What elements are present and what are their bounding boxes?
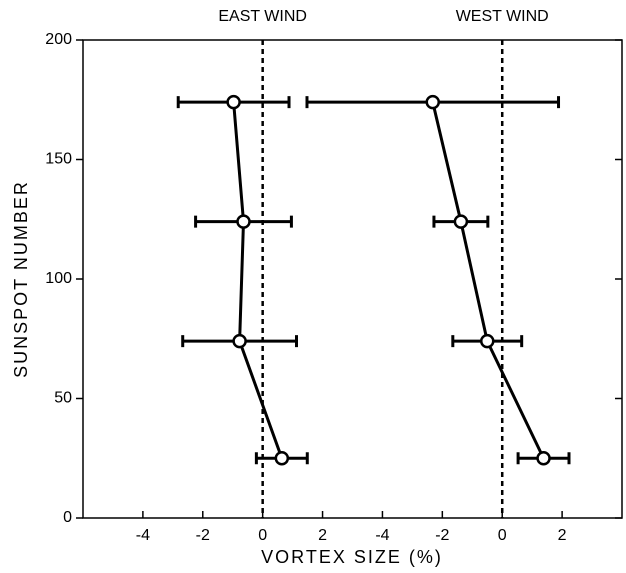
data-point [226, 94, 241, 110]
plot-frame [82, 39, 623, 519]
x-tick-label: 0 [258, 527, 267, 544]
y-tick-label: 100 [45, 270, 72, 287]
x-axis-label: VORTEX SIZE (%) [261, 547, 443, 567]
data-point [425, 94, 441, 110]
data-line [431, 101, 545, 459]
y-tick-label: 150 [45, 151, 72, 168]
x-tick-label: 0 [498, 527, 507, 544]
x-tick-label: 2 [558, 527, 567, 544]
data-point [232, 333, 247, 349]
data-point [236, 214, 251, 229]
data-point [480, 333, 495, 349]
data-point [453, 214, 469, 229]
x-tick-label: 2 [318, 527, 327, 544]
y-tick-label: 200 [45, 31, 72, 48]
y-tick-label: 50 [54, 390, 72, 407]
panel-title: EAST WIND [218, 8, 307, 25]
x-tick-label: -4 [375, 527, 389, 544]
data-point [536, 451, 551, 466]
y-tick-label: 0 [63, 509, 72, 526]
x-tick-label: -2 [196, 527, 210, 544]
y-axis-label: SUNSPOT NUMBER [11, 180, 31, 378]
x-tick-label: -4 [136, 527, 150, 544]
data-point [274, 451, 290, 466]
panel-title: WEST WIND [456, 8, 549, 25]
data-line [232, 102, 284, 459]
x-tick-label: -2 [435, 527, 449, 544]
